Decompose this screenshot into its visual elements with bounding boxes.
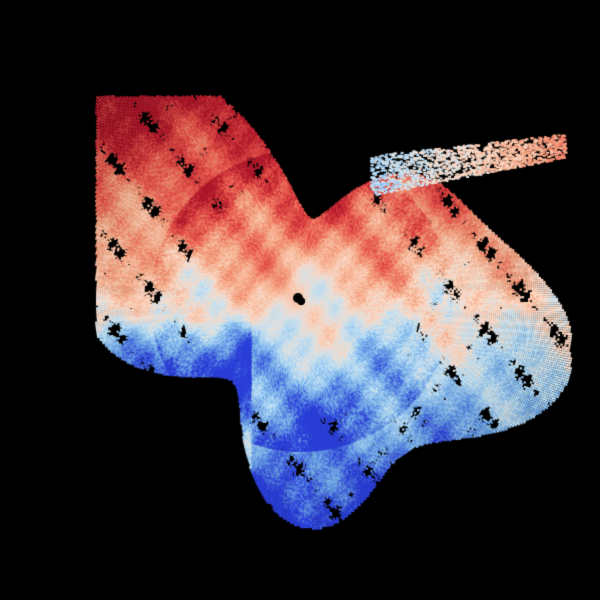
radar-velocity-image [0, 0, 600, 600]
